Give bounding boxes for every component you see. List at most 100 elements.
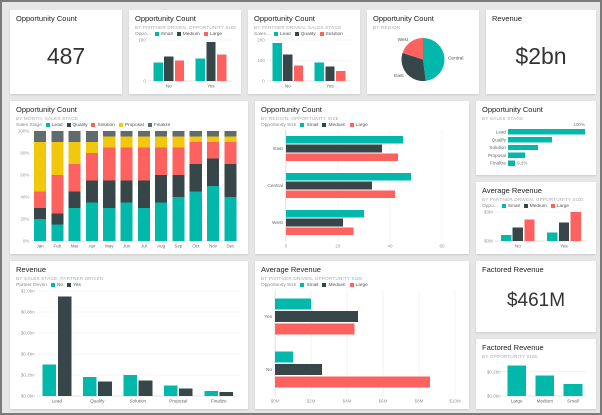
bar[interactable]: [524, 219, 535, 241]
bar[interactable]: [508, 152, 525, 158]
bar[interactable]: [570, 211, 581, 241]
bar[interactable]: [275, 376, 430, 387]
bar[interactable]: [164, 56, 174, 81]
bar[interactable]: [285, 189, 396, 198]
bar[interactable]: [174, 60, 185, 81]
bar-segment[interactable]: [189, 191, 202, 241]
bar-segment[interactable]: [224, 196, 237, 241]
bar[interactable]: [179, 388, 193, 396]
bar[interactable]: [216, 53, 227, 81]
bar-segment[interactable]: [137, 136, 150, 148]
bar-segment[interactable]: [189, 136, 202, 142]
bar[interactable]: [206, 41, 216, 81]
bar-segment[interactable]: [33, 218, 47, 241]
tile-revenue-by-stage-partner[interactable]: Revenue BY SALES STAGE, PARTNER DRIVEN P…: [10, 261, 248, 409]
bar-segment[interactable]: [51, 213, 64, 225]
bar[interactable]: [57, 295, 72, 396]
bar-segment[interactable]: [120, 130, 133, 137]
tile-opp-count-by-region-size[interactable]: Opportunity Count BY REGION, OPPORTUNITY…: [255, 101, 469, 254]
pie-slice[interactable]: [402, 37, 423, 60]
funnel-chart[interactable]: 100% Lead Qualify Solution Proposal Finalize 9…: [482, 121, 590, 170]
bar[interactable]: [285, 181, 372, 189]
tile-revenue-card[interactable]: Revenue $2bn: [486, 10, 596, 94]
bar-segment[interactable]: [137, 207, 150, 241]
bar-segment[interactable]: [224, 163, 237, 197]
bar[interactable]: [42, 364, 56, 396]
tile-avg-revenue-by-partner-size-bar[interactable]: Average Revenue BY PARTNER DRIVEN, OPPOR…: [255, 261, 469, 409]
pie-slice[interactable]: [423, 37, 445, 81]
bar-segment[interactable]: [68, 163, 81, 192]
bar[interactable]: [285, 218, 344, 226]
bar-segment[interactable]: [172, 196, 185, 241]
tile-factored-revenue-by-size[interactable]: Factored Revenue BY OPPORTUNITY SIZE $0.…: [476, 339, 596, 409]
bar-segment[interactable]: [206, 158, 220, 186]
bar-segment[interactable]: [120, 202, 133, 241]
clustered-bar-chart[interactable]: $0M $2M $4M $6M $8M $10M Yes No: [261, 288, 463, 404]
bar-segment[interactable]: [51, 130, 64, 142]
bar-segment[interactable]: [137, 180, 150, 208]
bar[interactable]: [512, 227, 523, 241]
bar[interactable]: [508, 136, 552, 142]
tile-opp-count-by-partner-size[interactable]: Opportunity Count BY PARTNER DRIVEN, OPP…: [129, 10, 241, 94]
tile-opp-count-by-partner-stage[interactable]: Opportunity Count BY PARTNER DRIVEN, SAL…: [248, 10, 360, 94]
bar-segment[interactable]: [33, 130, 47, 142]
bar[interactable]: [508, 144, 539, 150]
bar[interactable]: [204, 390, 218, 396]
bar-segment[interactable]: [224, 130, 237, 137]
bar-segment[interactable]: [68, 130, 81, 142]
pie-chart[interactable]: Central East West: [373, 30, 473, 89]
bar-segment[interactable]: [224, 141, 237, 164]
bar[interactable]: [285, 144, 383, 152]
bar[interactable]: [275, 323, 355, 334]
bar-segment[interactable]: [68, 207, 81, 241]
bar[interactable]: [563, 383, 583, 396]
bar-segment[interactable]: [85, 152, 99, 181]
bar[interactable]: [123, 374, 137, 396]
bar[interactable]: [285, 172, 411, 181]
bar[interactable]: [508, 128, 585, 135]
clustered-column-chart[interactable]: 0 100 200 No Yes: [254, 37, 354, 89]
bar-segment[interactable]: [172, 174, 185, 197]
bar-segment[interactable]: [51, 141, 64, 175]
bar[interactable]: [275, 310, 358, 322]
bar-segment[interactable]: [206, 141, 220, 159]
bar[interactable]: [275, 363, 322, 375]
bar[interactable]: [98, 380, 112, 396]
bar[interactable]: [285, 226, 354, 235]
bar-segment[interactable]: [155, 202, 168, 241]
bar-segment[interactable]: [120, 180, 133, 203]
bar-segment[interactable]: [33, 191, 47, 208]
bar-segment[interactable]: [68, 191, 81, 208]
bar-segment[interactable]: [172, 130, 185, 137]
clustered-column-chart[interactable]: 0 100 No Yes: [135, 37, 235, 89]
bar-segment[interactable]: [103, 136, 116, 148]
bar-segment[interactable]: [172, 147, 185, 175]
bar[interactable]: [219, 391, 234, 396]
bar-segment[interactable]: [33, 207, 47, 219]
column-chart[interactable]: $0.0bn $0.2bn Large Medium Small: [482, 359, 590, 404]
bar[interactable]: [314, 62, 324, 81]
bar[interactable]: [138, 379, 153, 396]
bar[interactable]: [195, 58, 205, 81]
bar-segment[interactable]: [172, 136, 185, 148]
bar-segment[interactable]: [51, 224, 64, 241]
bar-segment[interactable]: [103, 180, 116, 208]
bar[interactable]: [558, 222, 570, 241]
bar[interactable]: [335, 70, 346, 81]
bar[interactable]: [153, 62, 163, 81]
tile-opportunity-count-card[interactable]: Opportunity Count 487: [10, 10, 122, 94]
bar[interactable]: [283, 53, 293, 81]
bar-segment[interactable]: [33, 141, 47, 192]
bar[interactable]: [501, 234, 512, 241]
bar[interactable]: [163, 385, 178, 396]
bar[interactable]: [507, 365, 527, 396]
bar[interactable]: [275, 298, 312, 310]
bar-segment[interactable]: [137, 130, 150, 137]
bar-segment[interactable]: [189, 130, 202, 137]
bar-segment[interactable]: [103, 207, 116, 241]
tile-opp-count-by-region-pie[interactable]: Opportunity Count BY REGION Central East W…: [367, 10, 479, 94]
bar[interactable]: [275, 351, 294, 363]
bar-segment[interactable]: [85, 141, 99, 153]
tile-opp-count-by-month-stage[interactable]: Opportunity Count BY MONTH, SALES STAGE …: [10, 101, 248, 254]
bar-segment[interactable]: [85, 202, 99, 241]
